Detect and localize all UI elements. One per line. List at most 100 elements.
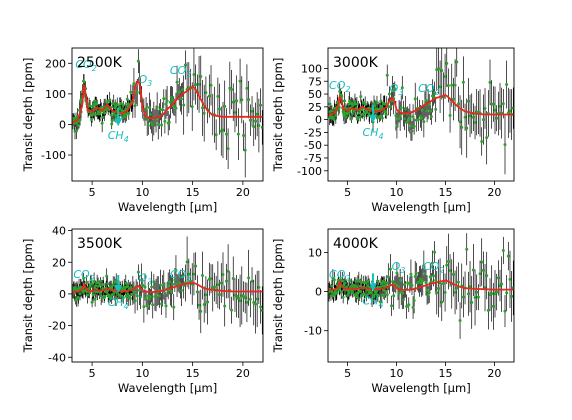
data-point [110, 122, 114, 126]
data-point [429, 280, 433, 284]
x-tick-label: 20 [487, 367, 501, 380]
data-point [416, 117, 420, 121]
x-tick-label: 10 [390, 186, 404, 199]
annotation-label: CH4 [363, 126, 384, 141]
data-point [167, 120, 171, 124]
data-point [501, 249, 505, 253]
subplot-2500K: CO2 O3 CO2 CH4 5 10 15 20 -100 0 100 200 Wavelength … [21, 47, 264, 214]
data-point [425, 288, 429, 292]
data-point [158, 283, 162, 287]
data-point [495, 290, 499, 294]
data-point [200, 274, 204, 278]
data-point [164, 304, 168, 308]
data-point [257, 124, 261, 128]
data-point [167, 280, 171, 284]
data-point [151, 123, 155, 127]
data-point [226, 147, 230, 151]
data-point [407, 303, 411, 307]
data-point [405, 305, 409, 309]
data-point [100, 121, 104, 125]
data-point [470, 300, 474, 304]
model-line [328, 93, 514, 117]
data-point [405, 121, 409, 125]
data-point [149, 295, 153, 299]
data-point [432, 95, 436, 99]
data-point [445, 61, 449, 65]
y-axis-label: Transit depth [ppm] [21, 239, 35, 354]
data-point [141, 283, 145, 287]
x-tick-label: 10 [135, 186, 149, 199]
data-point [164, 102, 168, 106]
y-tick-label: 20 [52, 256, 66, 269]
data-point [89, 278, 93, 282]
axes-frame [71, 47, 264, 182]
data-point [465, 126, 469, 130]
data-point [93, 112, 97, 116]
data-point [471, 268, 475, 272]
data-point [140, 278, 144, 282]
data-point [151, 303, 155, 307]
data-point [103, 111, 107, 115]
x-tick-label: 5 [89, 367, 96, 380]
data-point [195, 290, 199, 294]
data-point [357, 279, 361, 283]
y-tick-label: 0 [315, 114, 322, 127]
data-point [448, 113, 452, 117]
data-point [450, 83, 454, 87]
arrow-head [369, 283, 378, 292]
data-point [238, 299, 242, 303]
data-point [170, 290, 174, 294]
data-point [443, 291, 447, 295]
data-point [453, 290, 457, 294]
data-point [156, 123, 160, 127]
annotation-label: CH4 [363, 294, 384, 309]
data-point [182, 103, 186, 107]
data-points [72, 59, 263, 152]
data-point [109, 285, 113, 289]
data-point [245, 86, 249, 90]
y-axis-label: Transit depth [ppm] [21, 58, 35, 173]
data-point [356, 115, 360, 119]
data-point [384, 110, 388, 114]
y-tick-label: -100 [297, 165, 322, 178]
data-point [142, 305, 146, 309]
data-point [350, 291, 354, 295]
data-point [475, 290, 479, 294]
data-point [335, 291, 339, 295]
data-point [160, 302, 164, 306]
data-point [358, 284, 362, 288]
data-point [149, 112, 153, 116]
data-point [369, 291, 373, 295]
data-point [391, 89, 395, 93]
data-point [124, 112, 128, 116]
data-point [359, 289, 363, 293]
data-point [226, 269, 230, 273]
data-point [90, 282, 94, 286]
data-point [420, 116, 424, 120]
y-axis-label: Transit depth [ppm] [271, 239, 285, 354]
data-point [218, 107, 222, 111]
data-point [224, 279, 228, 283]
data-point [380, 293, 384, 297]
data-point [424, 98, 428, 102]
data-point [328, 110, 331, 114]
data-point [339, 290, 343, 294]
data-point [181, 275, 185, 279]
data-point [216, 283, 220, 287]
data-point [478, 272, 482, 276]
data-point [124, 107, 128, 111]
data-point [157, 294, 161, 298]
y-tick-label: 0 [59, 118, 66, 131]
data-point [78, 292, 82, 296]
data-point [359, 95, 363, 99]
data-point [486, 308, 490, 312]
data-point [190, 105, 194, 109]
axes-frame [327, 47, 515, 182]
data-point [433, 250, 437, 254]
data-point [421, 279, 425, 283]
data-point [453, 83, 457, 87]
data-point [330, 284, 334, 288]
plot-area [72, 48, 263, 178]
axes-frame [71, 228, 264, 363]
data-point [460, 125, 464, 129]
